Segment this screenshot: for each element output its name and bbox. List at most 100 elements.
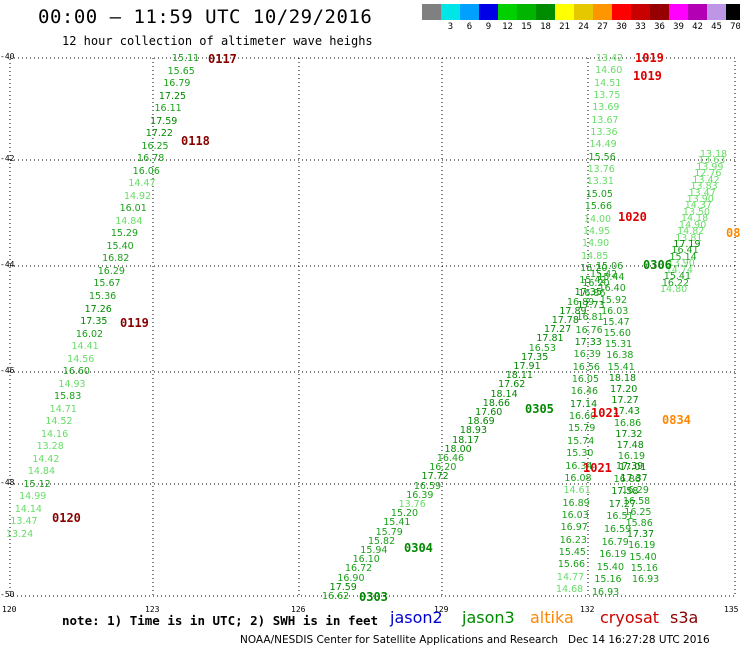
wave-height-value: 14.00 bbox=[583, 213, 612, 225]
wave-height-value: 14.18 bbox=[680, 213, 709, 225]
legend-swatch-label: 12 bbox=[502, 22, 513, 32]
wave-height-value: 15.20 bbox=[390, 508, 419, 520]
wave-height-value: 12.76 bbox=[694, 168, 722, 180]
wave-height-value: 16.10 bbox=[352, 554, 380, 566]
wave-height-value: 16.89 bbox=[562, 497, 590, 509]
wave-height-value: 16.93 bbox=[632, 574, 660, 585]
wave-height-value: 14.85 bbox=[581, 250, 609, 262]
legend-swatch-label: 39 bbox=[673, 22, 684, 32]
wave-height-value: 16.20 bbox=[582, 278, 610, 290]
wave-height-value: 17.27 bbox=[608, 498, 636, 510]
wave-height-value: 16.59 bbox=[413, 480, 442, 492]
wave-height-value: 16.89 bbox=[567, 296, 595, 308]
wave-height-value: 17.27 bbox=[544, 324, 572, 336]
lat-label: -48 bbox=[0, 478, 15, 487]
legend-swatch bbox=[574, 4, 593, 20]
wave-height-value: 14.37 bbox=[684, 200, 712, 212]
wave-height-value: 17.73 bbox=[577, 299, 605, 311]
wave-height-value: 17.22 bbox=[145, 128, 173, 140]
wave-height-value: 13.31 bbox=[586, 176, 614, 188]
pass-time-label: 08 bbox=[726, 226, 740, 240]
legend-jason3: jason3 bbox=[462, 608, 515, 627]
wave-height-value: 14.41 bbox=[71, 341, 99, 353]
legend-swatch bbox=[669, 4, 688, 20]
wave-height-value: 13.28 bbox=[36, 441, 64, 453]
wave-height-value: 14.77 bbox=[556, 571, 585, 583]
wave-height-value: 14.68 bbox=[556, 584, 584, 595]
wave-height-value: 16.79 bbox=[601, 536, 629, 548]
wave-height-value: 17.59 bbox=[329, 581, 357, 593]
wave-height-value: 13.47 bbox=[688, 187, 716, 199]
wave-height-value: 15.31 bbox=[605, 339, 633, 351]
legend-swatch bbox=[707, 4, 726, 20]
wave-height-value: 16.62 bbox=[322, 591, 350, 602]
wave-height-value: 15.82 bbox=[367, 535, 396, 547]
legend-swatch bbox=[479, 4, 498, 20]
wave-height-value: 16.40 bbox=[598, 283, 626, 295]
wave-height-value: 13.90 bbox=[667, 258, 695, 270]
wave-height-value: 16.78 bbox=[137, 153, 165, 165]
legend-swatch bbox=[422, 4, 441, 20]
wave-height-value: 16.93 bbox=[592, 587, 620, 598]
wave-height-value: 14.16 bbox=[40, 428, 69, 440]
wave-height-value: 15.79 bbox=[568, 423, 596, 435]
wave-height-value: 16.58 bbox=[623, 495, 651, 507]
wave-height-value: 17.32 bbox=[615, 428, 643, 440]
wave-height-value: 17.78 bbox=[551, 315, 579, 326]
wave-height-value: 13.99 bbox=[696, 161, 724, 173]
wave-height-value: 16.76 bbox=[575, 324, 603, 336]
wave-height-value: 16.81 bbox=[576, 312, 604, 324]
wave-height-value: 16.59 bbox=[604, 524, 632, 535]
wave-height-value: 16.82 bbox=[102, 253, 130, 265]
wave-height-value: 13.81 bbox=[675, 232, 703, 244]
wave-height-value: 15.06 bbox=[596, 261, 624, 272]
wave-height-value: 17.20 bbox=[610, 383, 638, 395]
legend-swatch-label: 15 bbox=[521, 22, 532, 32]
wave-height-value: 17.60 bbox=[475, 407, 503, 418]
lat-label: -40 bbox=[0, 52, 15, 61]
wave-height-value: 13.63 bbox=[698, 155, 726, 167]
wave-height-value: 14.80 bbox=[660, 284, 688, 295]
wave-height-value: 15.36 bbox=[89, 291, 117, 302]
legend-swatch bbox=[688, 4, 707, 20]
pass-time-label: 0306 bbox=[643, 258, 672, 272]
wave-height-value: 18.11 bbox=[505, 370, 533, 382]
legend-swatch bbox=[517, 4, 536, 20]
pass-time-label: 0304 bbox=[404, 541, 433, 555]
pass-time-label: 1021 bbox=[591, 406, 620, 420]
wave-height-value: 15.92 bbox=[599, 294, 628, 306]
wave-height-value: 17.27 bbox=[611, 395, 639, 407]
wave-height-value: 17.59 bbox=[150, 115, 178, 127]
wave-height-value: 14.90 bbox=[679, 219, 707, 231]
footer-note: note: 1) Time is in UTC; 2) SWH is in fe… bbox=[62, 613, 379, 628]
wave-height-value: 17.72 bbox=[421, 471, 449, 483]
wave-height-value: 15.94 bbox=[360, 545, 388, 556]
wave-height-value: 16.39 bbox=[406, 489, 434, 501]
wave-height-value: 13.24 bbox=[6, 529, 34, 540]
lat-label: -50 bbox=[0, 590, 15, 599]
wave-height-value: 16.53 bbox=[528, 342, 556, 354]
wave-height-value: 13.42 bbox=[596, 53, 624, 64]
wave-height-value: 16.41 bbox=[671, 245, 699, 257]
wave-height-value: 16.86 bbox=[613, 473, 641, 485]
color-legend bbox=[422, 4, 740, 20]
legend-swatch bbox=[555, 4, 574, 20]
lon-label: 126 bbox=[291, 605, 306, 614]
wave-height-value: 17.25 bbox=[158, 90, 187, 102]
wave-height-value: 16.23 bbox=[559, 534, 587, 546]
wave-height-value: 17.26 bbox=[84, 303, 112, 315]
wave-height-value: 16.06 bbox=[132, 165, 160, 177]
wave-height-value: 16.08 bbox=[564, 472, 592, 484]
wave-height-value: 14.90 bbox=[582, 238, 610, 250]
lon-label: 135 bbox=[724, 605, 739, 614]
legend-swatch-label: 33 bbox=[635, 22, 646, 32]
wave-height-value: 17.39 bbox=[616, 461, 644, 472]
legend-swatch-label: 24 bbox=[578, 22, 589, 32]
legend-swatch bbox=[593, 4, 612, 20]
wave-height-value: 15.74 bbox=[567, 435, 595, 447]
legend-swatch bbox=[631, 4, 650, 20]
wave-height-value: 16.97 bbox=[560, 522, 588, 534]
wave-height-value: 14.52 bbox=[45, 416, 73, 428]
